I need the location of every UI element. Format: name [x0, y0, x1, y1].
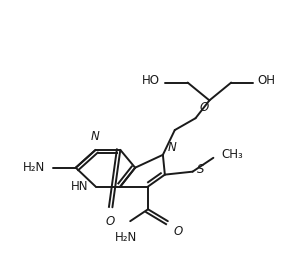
Text: CH₃: CH₃	[221, 148, 243, 161]
Text: HO: HO	[142, 74, 160, 87]
Text: O: O	[200, 101, 209, 114]
Text: H₂N: H₂N	[23, 161, 45, 174]
Text: H₂N: H₂N	[115, 231, 137, 244]
Text: N: N	[168, 141, 177, 154]
Text: HN: HN	[71, 180, 88, 193]
Text: OH: OH	[257, 74, 275, 87]
Text: O: O	[106, 215, 115, 228]
Text: S: S	[197, 163, 204, 176]
Text: O: O	[174, 225, 183, 238]
Text: N: N	[90, 130, 99, 143]
